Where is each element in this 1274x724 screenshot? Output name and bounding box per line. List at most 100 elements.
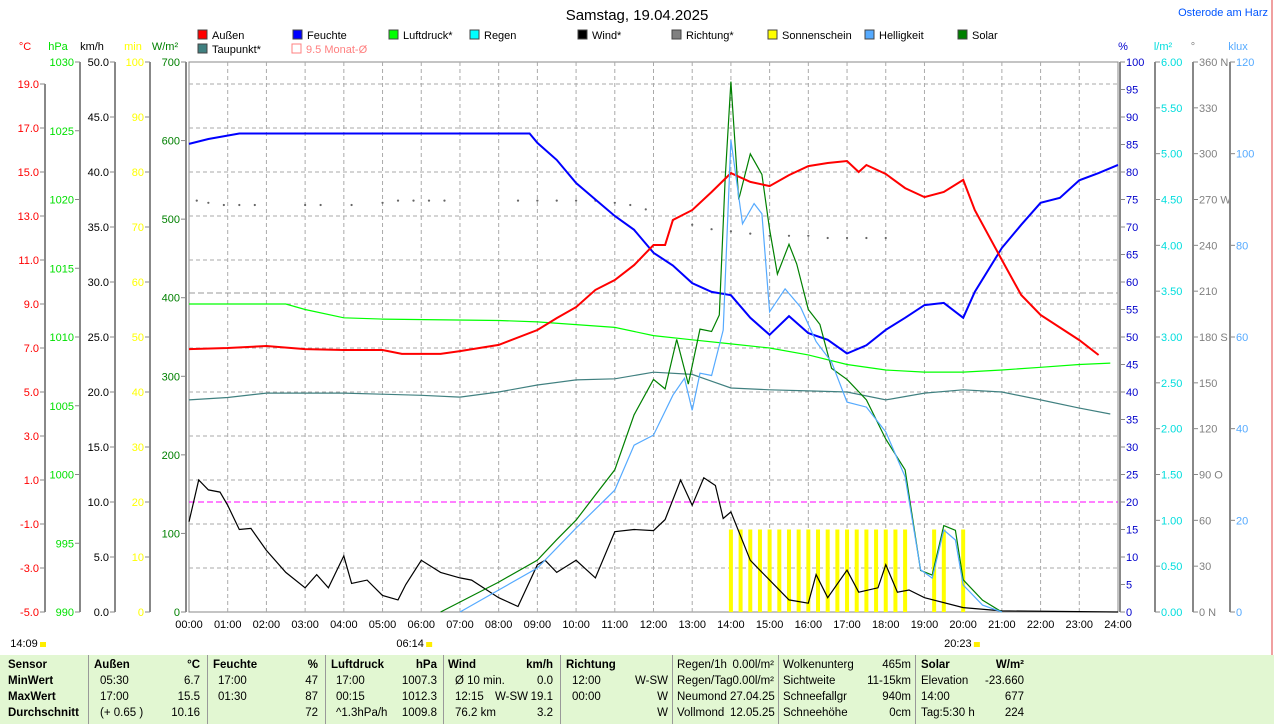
sun-time-marker: 20:23 — [944, 638, 972, 650]
table-header: Solar — [921, 659, 950, 671]
x-tick-label: 00:00 — [175, 619, 203, 631]
table-divider — [778, 655, 779, 724]
legend-label: Sonnenschein — [782, 30, 852, 42]
wind-axis-tick-label: 20.0 — [88, 387, 109, 399]
hum-axis-tick-label: 30 — [1126, 442, 1138, 454]
x-tick-label: 17:00 — [833, 619, 861, 631]
legend-label: 9.5 Monat-Ø — [306, 44, 368, 56]
legend-label: Regen — [484, 30, 516, 42]
solar-axis-tick-label: 0 — [174, 607, 180, 619]
min-axis-tick-label: 0 — [138, 607, 144, 619]
solar-axis-tick-label: 700 — [162, 57, 180, 69]
dir-axis-tick-label: 120 — [1199, 424, 1217, 436]
dir-axis-tick-label: 60 — [1199, 515, 1211, 527]
table-cell: 6.7 — [184, 675, 200, 687]
legend-label: Außen — [212, 30, 244, 42]
x-tick-label: 02:00 — [253, 619, 281, 631]
rain-axis-tick-label: 4.00 — [1161, 240, 1182, 252]
wind-axis-tick-label: 45.0 — [88, 112, 109, 124]
avg-dot — [555, 199, 558, 202]
temp-axis-tick-label: 11.0 — [18, 255, 39, 267]
table-header: Sensor — [8, 659, 47, 671]
series-line-feuchte — [188, 132, 1119, 355]
avg-dot — [195, 199, 198, 202]
sun-time-marker: 14:09 — [10, 638, 38, 650]
dir-axis-tick-label: 270 W — [1199, 195, 1231, 207]
hum-axis-tick-label: 25 — [1126, 470, 1138, 482]
table-cell: 3.2 — [537, 707, 553, 719]
avg-dot — [238, 203, 241, 207]
table-cell: 10.16 — [171, 707, 200, 719]
table-cell: 17:00 — [336, 675, 365, 687]
table-cell: (+ 0.65 ) — [100, 707, 144, 719]
summary-table: Sensor Außen °C Feuchte% Luftdruck hPa Wind km/… — [0, 655, 1274, 724]
press-axis-tick-label: 1005 — [50, 401, 74, 413]
min-axis-tick-label: 40 — [132, 387, 144, 399]
klux-axis-tick-label: 40 — [1236, 424, 1248, 436]
table-cell: 0.0 — [537, 675, 553, 687]
solar-axis-tick-label: 200 — [162, 450, 180, 462]
legend-swatch — [577, 29, 588, 40]
table-header: km/h — [526, 659, 553, 671]
dir-axis-tick-label: 300 — [1199, 149, 1217, 161]
x-tick-label: 08:00 — [485, 619, 513, 631]
legend-swatch — [197, 29, 208, 40]
wind-axis-tick-label: 0.0 — [94, 607, 109, 619]
table-cell: 17:00 — [100, 691, 129, 703]
temp-axis-tick-label: -3.0 — [20, 563, 39, 575]
klux-axis-tick-label: 0 — [1236, 607, 1242, 619]
series-line-helligkeit — [459, 139, 1003, 613]
hum-axis-tick-label: 15 — [1126, 525, 1138, 537]
table-header: % — [307, 659, 318, 671]
avg-dot — [845, 236, 849, 240]
wind-axis-tick-label: 50.0 — [88, 57, 109, 69]
temp-axis-tick-label: -5.0 — [20, 607, 39, 619]
min-axis-tick-label: 100 — [126, 57, 144, 69]
table-cell: 00:00 — [572, 691, 601, 703]
avg-dot — [381, 201, 384, 204]
wind-axis-tick-label: 40.0 — [88, 167, 109, 179]
solar-axis-tick-label: 300 — [162, 371, 180, 383]
table-cell: 05:30 — [100, 675, 129, 687]
avg-dot — [826, 236, 829, 240]
location-label: Osterode am Harz — [1178, 7, 1268, 19]
dir-axis-tick-label: 150 — [1199, 378, 1217, 390]
legend-label: Solar — [972, 30, 998, 42]
dir-axis-tick-label: 180 S — [1199, 332, 1228, 344]
temp-axis-tick-label: 3.0 — [24, 431, 39, 443]
hum-axis-tick-label: 5 — [1126, 580, 1132, 592]
min-axis-tick-label: 90 — [132, 112, 144, 124]
table-divider — [207, 655, 208, 724]
press-axis-tick-label: 1010 — [50, 332, 74, 344]
avg-dot — [691, 223, 694, 226]
table-header: hPa — [415, 659, 437, 671]
table-header: W/m² — [995, 659, 1024, 671]
rain-axis-tick-label: 1.50 — [1161, 470, 1182, 482]
sunshine-bar — [874, 529, 879, 612]
x-tick-label: 15:00 — [756, 619, 784, 631]
avg-dot — [884, 236, 887, 240]
avg-dot — [319, 203, 322, 207]
avg-dot — [412, 199, 415, 202]
table-cell: 00:15 — [336, 691, 365, 703]
solar-axis-tick-label: 100 — [162, 528, 180, 540]
wind-axis-tick-label: 5.0 — [94, 552, 109, 564]
legend-swatch — [292, 29, 303, 40]
rain-axis-tick-label: 0.50 — [1161, 561, 1182, 573]
press-axis-tick-label: 1025 — [50, 126, 74, 138]
avg-dot — [749, 232, 752, 235]
series-line-wind — [188, 476, 1119, 613]
rain-axis-tick-label: 5.50 — [1161, 103, 1182, 115]
sunshine-bar — [961, 529, 966, 612]
table-cell: 27.04.25 — [730, 691, 775, 703]
sun-icon — [426, 642, 433, 647]
table-cell: 0.00l/m² — [732, 659, 774, 671]
wind-axis-tick-label: 35.0 — [88, 222, 109, 234]
wind-axis-tick-label: 25.0 — [88, 332, 109, 344]
table-cell: 465m — [882, 659, 911, 671]
sunshine-bar — [728, 529, 733, 612]
press-axis-tick-label: 1030 — [50, 57, 74, 69]
sunshine-bar — [864, 529, 869, 612]
x-tick-label: 18:00 — [872, 619, 900, 631]
table-cell: 15.5 — [177, 691, 200, 703]
